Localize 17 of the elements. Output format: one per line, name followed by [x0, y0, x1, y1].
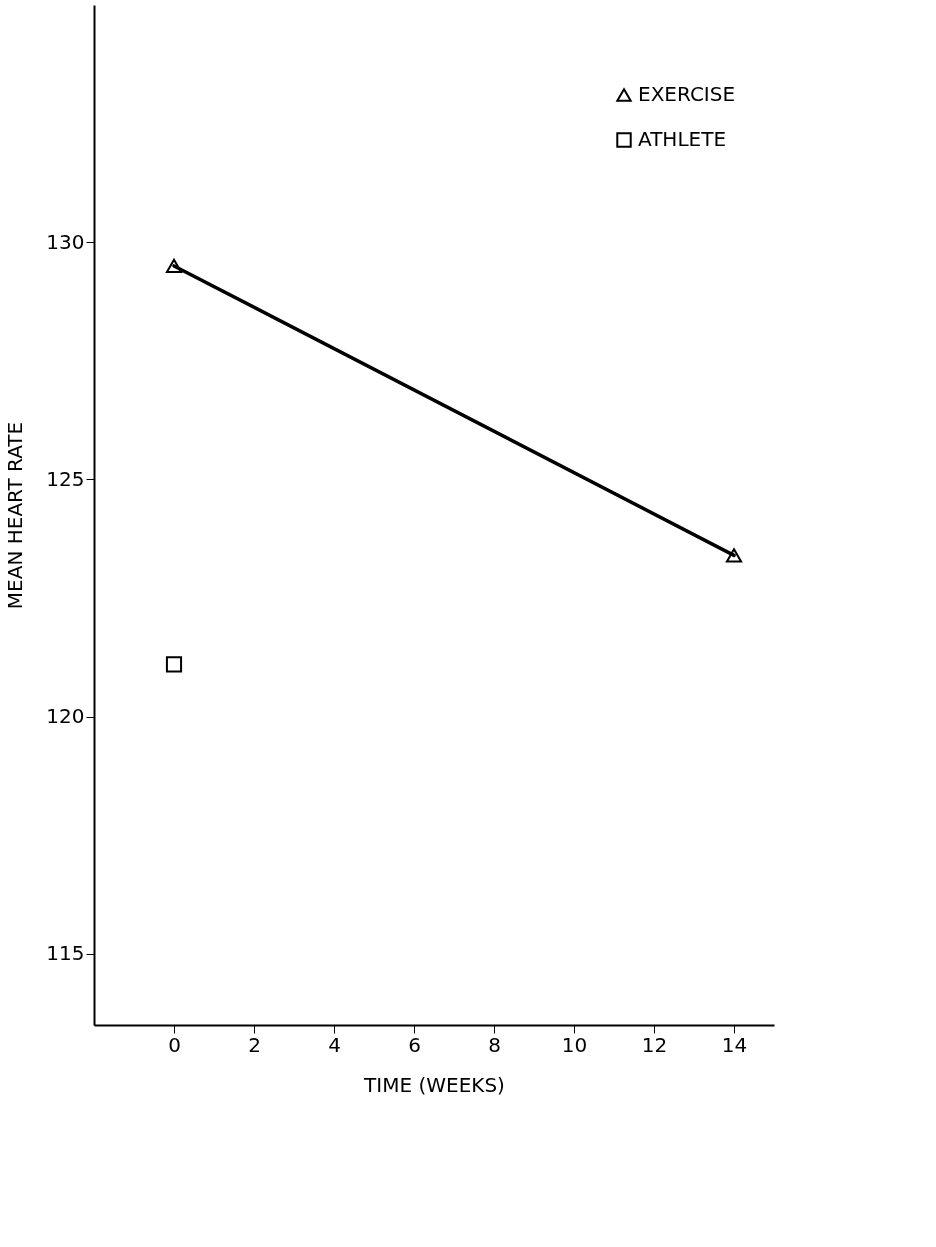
y-tick-label: 130 — [46, 229, 85, 254]
x-tick-label: 14 — [721, 1032, 748, 1057]
x-tick-label: 12 — [641, 1032, 668, 1057]
x-tick-label: 0 — [168, 1032, 181, 1057]
legend-label: EXERCISE — [638, 82, 736, 106]
x-axis-title: TIME (WEEKS) — [363, 1072, 505, 1097]
y-tick-label: 115 — [46, 941, 85, 966]
legend-label: ATHLETE — [638, 127, 727, 151]
y-tick-label: 120 — [46, 704, 85, 729]
x-tick-label: 10 — [561, 1032, 588, 1057]
y-axis-title: MEAN HEART RATE — [3, 421, 28, 610]
x-tick-label: 4 — [328, 1032, 341, 1057]
y-tick-label: 125 — [46, 466, 85, 491]
point — [165, 656, 183, 673]
x-tick-label: 8 — [488, 1032, 501, 1057]
x-tick-label: 6 — [408, 1032, 421, 1057]
x-tick-label: 2 — [248, 1032, 261, 1057]
